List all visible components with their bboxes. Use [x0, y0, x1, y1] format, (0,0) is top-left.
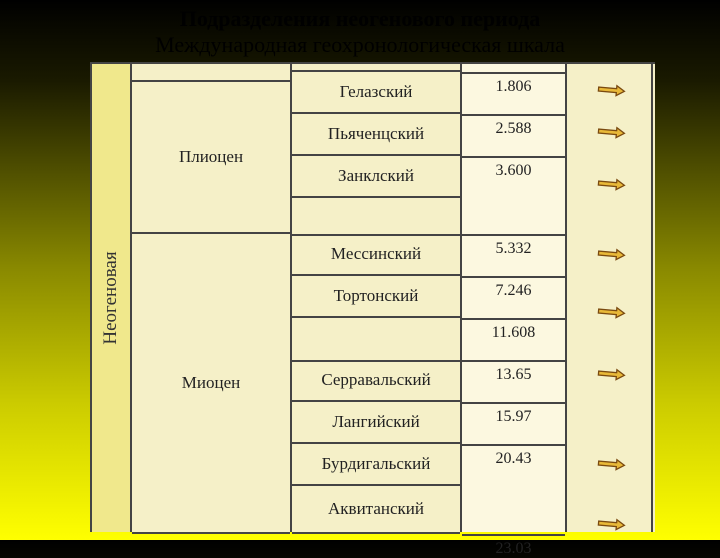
epoch-cell: Миоцен [132, 234, 290, 534]
epoch-pre-slice [132, 64, 290, 82]
age-value: 1.806 [462, 78, 565, 96]
stage-pre-slice [292, 64, 460, 72]
age-value: 2.588 [462, 120, 565, 138]
epoch-column: ПлиоценМиоцен [132, 64, 292, 532]
age-value: 13.65 [462, 366, 565, 384]
title-block: Подразделения неогенового периода Междун… [0, 0, 720, 62]
age-value: 15.97 [462, 408, 565, 426]
golden-spike-icon [590, 238, 627, 271]
era-column: Неогеновая [90, 64, 132, 532]
era-label: Неогеновая [100, 251, 122, 344]
golden-spike-icon [590, 74, 627, 107]
golden-spike-icon [590, 358, 627, 391]
title-sub: Международная геохронологическая шкала [0, 32, 720, 58]
stage-cell: Серравальский [292, 360, 460, 402]
golden-spike-icon [590, 448, 627, 481]
golden-spike-icon [590, 116, 627, 149]
stage-cell: Занклский [292, 156, 460, 198]
title-main: Подразделения неогенового периода [0, 6, 720, 32]
stage-cell: Аквитанский [292, 486, 460, 534]
stage-cell: Мессинский [292, 234, 460, 276]
age-value: 11.608 [462, 324, 565, 342]
age-value: 3.600 [462, 162, 565, 180]
age-value: 20.43 [462, 450, 565, 468]
stage-cell: Бурдигальский [292, 444, 460, 486]
spike-column [567, 64, 653, 532]
age-column: 1.806 2.588 3.600 5.332 7.246 11.608 13.65 15.9… [462, 64, 567, 532]
epoch-cell: Плиоцен [132, 82, 290, 234]
golden-spike-icon [590, 296, 627, 329]
stage-cell: Лангийский [292, 402, 460, 444]
golden-spike-icon [590, 168, 627, 201]
geochronology-chart: Неогеновая ПлиоценМиоцен ГелазскийПьячен… [90, 62, 655, 532]
stage-cell: Пьяченцский [292, 114, 460, 156]
age-value: 23.03 [462, 540, 565, 558]
age-value: 7.246 [462, 282, 565, 300]
stage-cell: Тортонский [292, 276, 460, 318]
stage-cell: Гелазский [292, 72, 460, 114]
age-value: 5.332 [462, 240, 565, 258]
golden-spike-icon [590, 508, 627, 541]
stage-column: ГелазскийПьяченцскийЗанклский МессинскийТ… [292, 64, 462, 532]
